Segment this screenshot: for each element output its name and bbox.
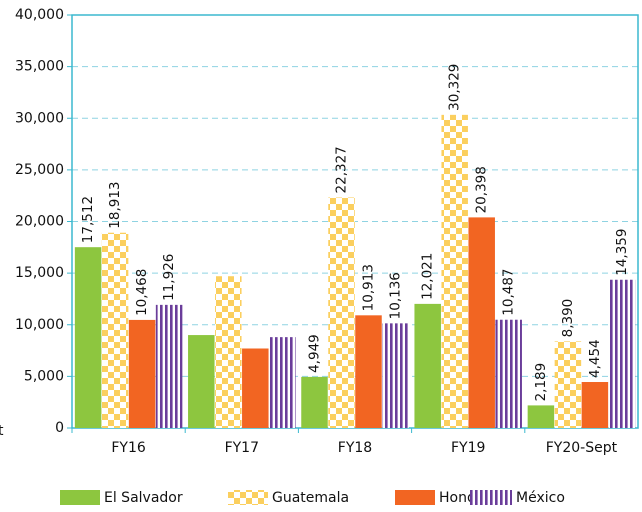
value-label: 11,926: [161, 254, 177, 301]
value-label: 10,136: [388, 272, 404, 319]
x-tick-label: FY18: [338, 440, 372, 456]
annotation: t: [0, 423, 4, 439]
bar: [355, 315, 382, 428]
bar: [155, 304, 183, 428]
bar: [74, 247, 102, 428]
value-label: 4,949: [307, 334, 323, 373]
bar: [468, 217, 495, 428]
y-tick-label: 20,000: [15, 214, 64, 230]
value-label: 4,454: [587, 339, 603, 378]
bar: [382, 323, 409, 428]
value-label: 30,329: [447, 64, 463, 111]
bar: [242, 348, 269, 428]
legend-swatch: [470, 490, 512, 505]
bar: [495, 319, 522, 428]
bar: [328, 197, 355, 428]
x-tick-label: FY16: [111, 440, 146, 456]
bar: [414, 303, 441, 428]
value-label: 22,327: [334, 146, 350, 193]
legend-swatch: [228, 490, 268, 505]
y-tick-label: 5,000: [24, 368, 64, 384]
bar: [269, 337, 296, 428]
bar: [215, 276, 242, 428]
value-label: 10,468: [134, 269, 150, 316]
legend-label: México: [516, 490, 565, 506]
value-label: 10,487: [501, 268, 517, 315]
bar: [554, 341, 582, 428]
value-label: 12,021: [420, 253, 436, 300]
value-label: 2,189: [533, 363, 549, 402]
x-tick-label: FY19: [451, 440, 485, 456]
y-tick-label: 10,000: [15, 317, 64, 333]
value-label: 10,913: [361, 264, 377, 311]
value-label: 14,359: [614, 228, 630, 275]
plot-frame: [71, 14, 639, 429]
y-tick-label: 25,000: [15, 162, 64, 178]
y-tick-label: 0: [55, 420, 64, 436]
y-tick-label: 40,000: [15, 7, 64, 23]
value-label: 20,398: [474, 166, 490, 213]
bar: [441, 114, 468, 428]
bar: [527, 405, 555, 428]
legend-label: El Salvador: [104, 490, 183, 506]
bar: [608, 279, 636, 428]
bar: [101, 232, 129, 428]
y-tick-label: 30,000: [15, 110, 64, 126]
y-tick-label: 15,000: [15, 265, 64, 281]
x-tick-label: FY17: [225, 440, 259, 456]
value-label: 17,512: [80, 196, 96, 243]
value-label: 18,913: [107, 181, 123, 228]
y-tick-label: 35,000: [15, 59, 64, 75]
bar: [301, 376, 328, 428]
legend-swatch: [60, 490, 100, 505]
legend-swatch: [395, 490, 435, 505]
bar: [188, 335, 215, 428]
bar: [128, 319, 156, 428]
value-label: 8,390: [560, 299, 576, 338]
bar: [581, 382, 609, 428]
legend-label: Guatemala: [272, 490, 349, 506]
x-tick-label: FY20-Sept: [546, 440, 618, 456]
